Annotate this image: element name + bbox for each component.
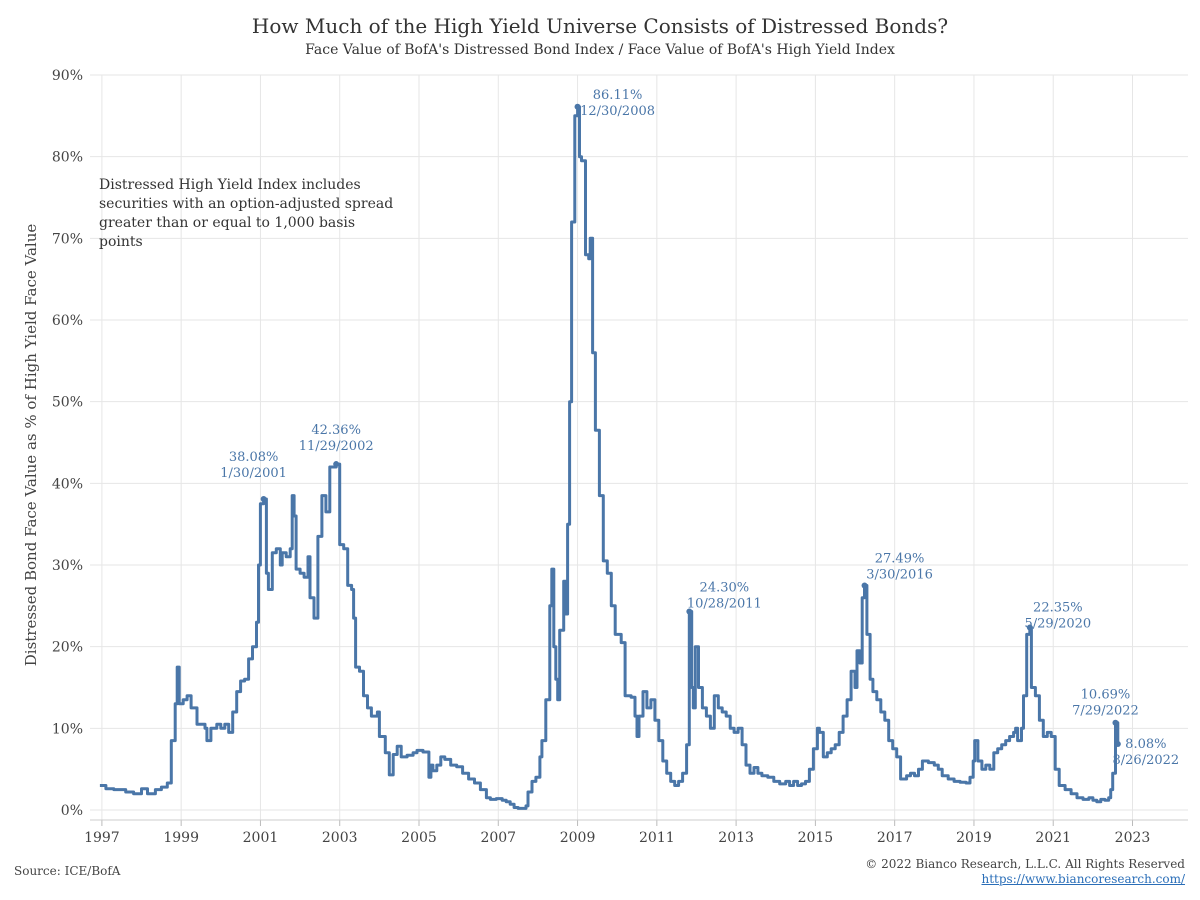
x-tick-label: 2017 bbox=[877, 830, 913, 846]
annotation-value: 27.49% bbox=[875, 551, 925, 566]
x-tick-label: 2005 bbox=[401, 830, 437, 846]
annotation-marker bbox=[686, 608, 693, 615]
x-tick-label: 2003 bbox=[322, 830, 358, 846]
x-tick-label: 2019 bbox=[956, 830, 992, 846]
annotation-value: 86.11% bbox=[593, 88, 643, 103]
x-tick-label: 2009 bbox=[560, 830, 596, 846]
annotation-marker bbox=[1026, 624, 1033, 631]
x-tick-label: 2023 bbox=[1115, 830, 1151, 846]
note-line-3: greater than or equal to 1,000 basis poi… bbox=[99, 215, 356, 250]
gridlines bbox=[90, 74, 1188, 826]
x-tick-label: 1999 bbox=[163, 830, 199, 846]
chart-title: How Much of the High Yield Universe Cons… bbox=[251, 14, 949, 38]
annotation-marker bbox=[260, 496, 267, 503]
y-tick-label: 50% bbox=[52, 395, 83, 411]
x-tick-label: 2011 bbox=[639, 830, 675, 846]
annotation-value: 22.35% bbox=[1033, 600, 1083, 615]
annotation-marker bbox=[1112, 719, 1119, 726]
y-tick-label: 80% bbox=[52, 150, 83, 166]
annotation-marker bbox=[861, 582, 868, 589]
annotation-date: 11/29/2002 bbox=[299, 439, 374, 454]
annotation-marker bbox=[574, 103, 581, 110]
x-tick-label: 2013 bbox=[718, 830, 754, 846]
annotation-date: 7/29/2022 bbox=[1072, 704, 1139, 719]
annotation-date: 10/28/2011 bbox=[687, 597, 762, 612]
y-tick-label: 90% bbox=[52, 68, 83, 84]
x-tick-label: 1997 bbox=[84, 830, 120, 846]
website-link[interactable]: https://www.biancoresearch.com/ bbox=[981, 872, 1185, 886]
note-line-2: securities with an option-adjusted sprea… bbox=[99, 196, 394, 212]
annotation-value: 38.08% bbox=[229, 450, 279, 465]
x-tick-label: 2001 bbox=[243, 830, 279, 846]
annotation-value: 24.30% bbox=[700, 581, 750, 596]
annotation-marker bbox=[333, 461, 340, 468]
y-tick-labels: 0% 10% 20% 30% 40% 50% 60% 70% 80% 90% bbox=[52, 68, 83, 819]
annotation-value: 10.69% bbox=[1081, 688, 1131, 703]
x-tick-labels: 1997 1999 2001 2003 2005 2007 2009 2011 2013 2015… bbox=[84, 830, 1150, 846]
annotation-date: 5/29/2020 bbox=[1025, 616, 1092, 631]
series-line bbox=[99, 105, 1120, 810]
x-tick-label: 2007 bbox=[480, 830, 516, 846]
y-tick-label: 60% bbox=[52, 313, 83, 329]
methodology-note: Distressed High Yield Index includes sec… bbox=[99, 176, 399, 252]
annotation-date: 12/30/2008 bbox=[580, 104, 655, 119]
annotations: 38.08%1/30/2001 42.36%11/29/2002 86.11%12/… bbox=[220, 88, 1179, 768]
y-tick-label: 40% bbox=[52, 476, 83, 492]
note-line-1: Distressed High Yield Index includes bbox=[99, 177, 361, 193]
annotation-marker bbox=[1114, 741, 1121, 748]
annotation-value: 42.36% bbox=[311, 423, 361, 438]
y-tick-label: 30% bbox=[52, 558, 83, 574]
chart-subtitle: Face Value of BofA's Distressed Bond Ind… bbox=[305, 42, 895, 58]
x-tick-label: 2015 bbox=[798, 830, 834, 846]
y-tick-label: 70% bbox=[52, 231, 83, 247]
y-tick-label: 0% bbox=[61, 803, 83, 819]
annotation-date: 8/26/2022 bbox=[1113, 753, 1180, 768]
source-note: Source: ICE/BofA bbox=[14, 864, 121, 878]
x-tick-label: 2021 bbox=[1035, 830, 1071, 846]
annotation-value: 8.08% bbox=[1125, 737, 1166, 752]
copyright-text: © 2022 Bianco Research, L.L.C. All Right… bbox=[865, 857, 1185, 871]
y-tick-label: 20% bbox=[52, 640, 83, 656]
annotation-date: 3/30/2016 bbox=[866, 567, 933, 582]
y-tick-label: 10% bbox=[52, 721, 83, 737]
annotation-date: 1/30/2001 bbox=[220, 466, 287, 481]
